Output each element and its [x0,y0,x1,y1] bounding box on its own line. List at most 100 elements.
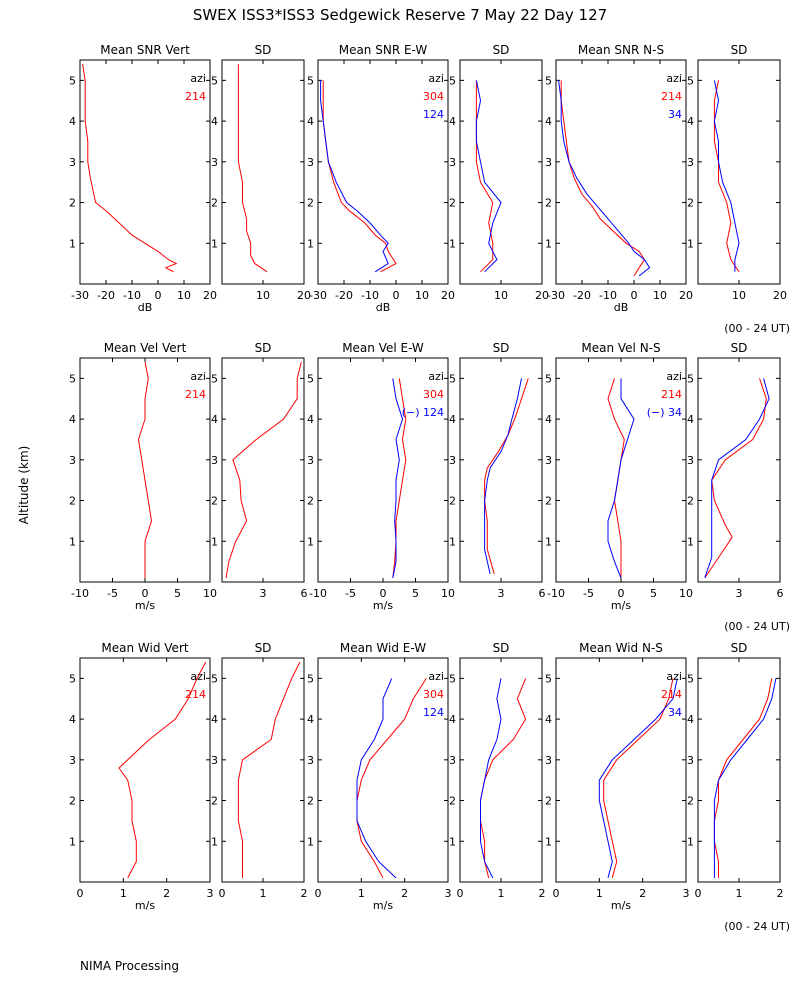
y-tick-label: 4 [69,413,76,426]
panel-frame [555,657,687,883]
y-tick-label: 1 [211,835,218,848]
legend-entry: (−) 34 [647,406,682,419]
y-tick-label: 5 [307,74,314,87]
x-tick-label: 3 [260,587,267,600]
y-tick-label: 1 [69,835,76,848]
y-tick-label: 1 [211,535,218,548]
y-tick-label: 3 [687,454,694,467]
series-line-0 [237,661,301,878]
x-tick-label: 10 [203,587,217,600]
x-tick-label: -10 [123,289,141,302]
x-tick-label: 0 [155,289,162,302]
panel-1-3: SD 3 6 1 2 3 4 5 [449,341,546,600]
x-unit-label: dB [614,301,629,314]
y-tick-label: 5 [211,672,218,685]
y-tick-label: 4 [545,713,552,726]
panel-frame [459,59,543,285]
y-tick-label: 2 [211,795,218,808]
x-tick-label: 3 [498,587,505,600]
x-tick-label: 6 [777,587,784,600]
legend-header: azi [666,670,682,683]
legend-entry: 304 [423,90,444,103]
y-tick-label: 3 [545,454,552,467]
y-tick-label: 1 [69,237,76,250]
y-tick-label: 2 [211,197,218,210]
panel-frame [697,657,781,883]
panel-title: Mean Wid N-S [579,641,663,655]
x-tick-label: 20 [297,289,311,302]
y-tick-label: 1 [69,535,76,548]
y-tick-label: 4 [211,413,218,426]
series-line-0 [237,64,268,273]
y-tick-label: 2 [449,795,456,808]
y-tick-label: 5 [545,672,552,685]
y-tick-label: 1 [545,835,552,848]
panel-2-2: Mean Wid E-W 0 1 2 3 1 2 3 4 5 m/s azi 304 124 [307,641,452,912]
y-tick-label: 1 [687,237,694,250]
y-tick-label: 4 [545,115,552,128]
panel-frame [79,59,211,285]
x-tick-label: 1 [596,887,603,900]
y-tick-label: 1 [449,535,456,548]
x-tick-label: 2 [163,887,170,900]
y-tick-label: 4 [69,115,76,128]
x-unit-label: m/s [373,599,393,612]
y-tick-label: 4 [211,713,218,726]
series-line-0 [118,661,207,879]
y-tick-label: 1 [545,535,552,548]
x-tick-label: -5 [345,587,356,600]
y-tick-label: 3 [687,156,694,169]
x-tick-label: 0 [380,587,387,600]
y-tick-label: 3 [545,754,552,767]
y-tick-label: 4 [545,413,552,426]
panel-frame [317,59,449,285]
x-tick-label: 20 [773,289,787,302]
x-tick-label: 10 [256,289,270,302]
y-tick-label: 1 [307,535,314,548]
x-unit-label: m/s [135,899,155,912]
x-tick-label: 5 [412,587,419,600]
y-tick-label: 5 [69,672,76,685]
y-tick-label: 1 [307,237,314,250]
legend-entry: 214 [661,90,682,103]
panel-2-1: SD 0 1 2 1 2 3 4 5 [211,641,308,900]
y-tick-label: 3 [687,754,694,767]
x-tick-label: 1 [358,887,365,900]
x-tick-label: -30 [71,289,89,302]
y-tick-label: 3 [449,156,456,169]
panel-title: Mean SNR E-W [339,43,428,57]
x-tick-label: 2 [301,887,308,900]
panel-2-5: SD 0 1 2 1 2 3 4 5 [687,641,784,900]
legend-entry: 214 [661,388,682,401]
panel-frame [697,59,781,285]
x-tick-label: 0 [457,887,464,900]
x-tick-label: 10 [679,587,693,600]
y-tick-label: 1 [449,237,456,250]
y-tick-label: 3 [211,454,218,467]
y-tick-label: 2 [211,495,218,508]
x-tick-label: 20 [203,289,217,302]
y-tick-label: 1 [449,835,456,848]
x-tick-label: -20 [97,289,115,302]
legend-entry: 34 [668,706,682,719]
y-tick-label: 5 [69,74,76,87]
panel-frame [221,657,305,883]
y-tick-label: 5 [211,74,218,87]
y-tick-label: 4 [307,413,314,426]
x-tick-label: -20 [573,289,591,302]
x-tick-label: 0 [631,289,638,302]
y-tick-label: 2 [545,795,552,808]
legend-entry: 34 [668,108,682,121]
x-tick-label: 0 [393,289,400,302]
x-tick-label: 0 [219,887,226,900]
x-tick-label: 0 [315,887,322,900]
panel-title: SD [493,641,510,655]
y-tick-label: 3 [69,156,76,169]
y-tick-label: 1 [307,835,314,848]
legend-entry: 214 [661,688,682,701]
panel-title: SD [731,43,748,57]
y-tick-label: 2 [307,795,314,808]
y-tick-label: 2 [69,795,76,808]
